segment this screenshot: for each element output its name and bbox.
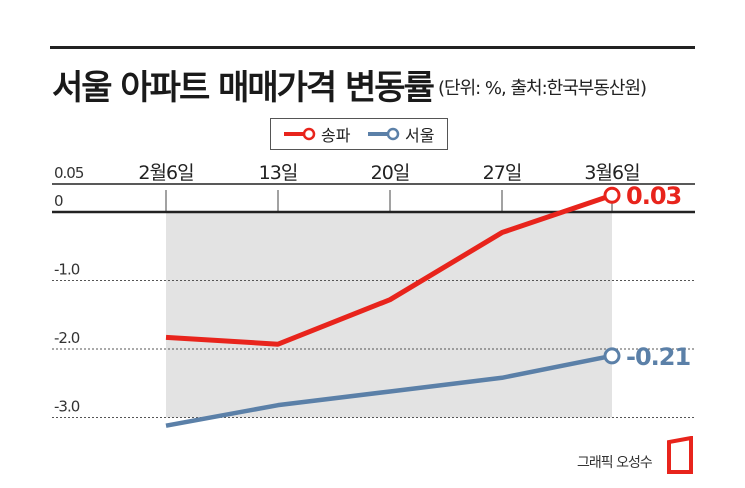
x-tick-label: 3월6일 <box>584 162 639 184</box>
legend-label-seoul: 서울 <box>405 126 435 145</box>
series-line-seoul <box>165 353 613 428</box>
legend-item-seoul: 서울 <box>367 119 434 149</box>
credit-text: 그래픽 오성수 <box>577 455 653 471</box>
title-rule <box>50 46 695 49</box>
legend-item-songpa: 송파 <box>283 119 350 149</box>
publisher-logo-icon <box>667 436 693 474</box>
x-tick-label: 2월6일 <box>138 162 193 184</box>
x-tick-label: 20일 <box>371 162 410 184</box>
y-tick-label: -2.0 <box>54 329 80 347</box>
legend-marker-seoul <box>368 127 400 141</box>
series-line-songpa <box>165 192 613 347</box>
data-label: -0.21 <box>626 343 690 371</box>
y-tick-label: -3.0 <box>54 398 80 416</box>
legend-label-songpa: 송파 <box>321 126 351 145</box>
chart-title: 서울 아파트 매매가격 변동률 <box>52 68 435 108</box>
y-tick-label: 0.05 <box>54 164 84 182</box>
legend-marker-songpa <box>284 127 316 141</box>
x-tick-label: 13일 <box>259 162 298 184</box>
data-label: 0.03 <box>626 182 681 210</box>
legend: 송파 서울 <box>270 118 448 150</box>
highlight-region <box>166 212 612 418</box>
y-tick-label: 0 <box>54 192 63 210</box>
series-end-marker <box>603 186 621 204</box>
y-tick-label: -1.0 <box>54 261 80 279</box>
chart-subtitle: (단위: %, 출처:한국부동산원) <box>438 78 647 99</box>
series-end-marker <box>603 347 621 365</box>
x-tick-label: 27일 <box>483 162 522 184</box>
